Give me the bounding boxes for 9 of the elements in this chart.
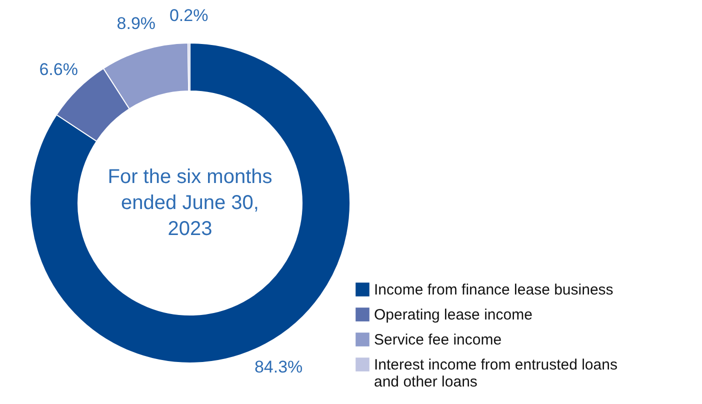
legend-label: Income from finance lease business <box>374 282 614 298</box>
legend-label: Operating lease income <box>374 306 532 324</box>
text: For the six months ended June 30, 2023 <box>108 166 272 240</box>
data-label: 84.3% <box>254 358 303 377</box>
data-label: 8.9% <box>116 14 156 33</box>
data-label: 0.2% <box>169 6 208 26</box>
data-label: 6.6% <box>39 60 78 79</box>
legend-label: Service fee income <box>374 332 502 348</box>
legend-label: Interest income from entrusted loans and other loans <box>374 356 618 390</box>
